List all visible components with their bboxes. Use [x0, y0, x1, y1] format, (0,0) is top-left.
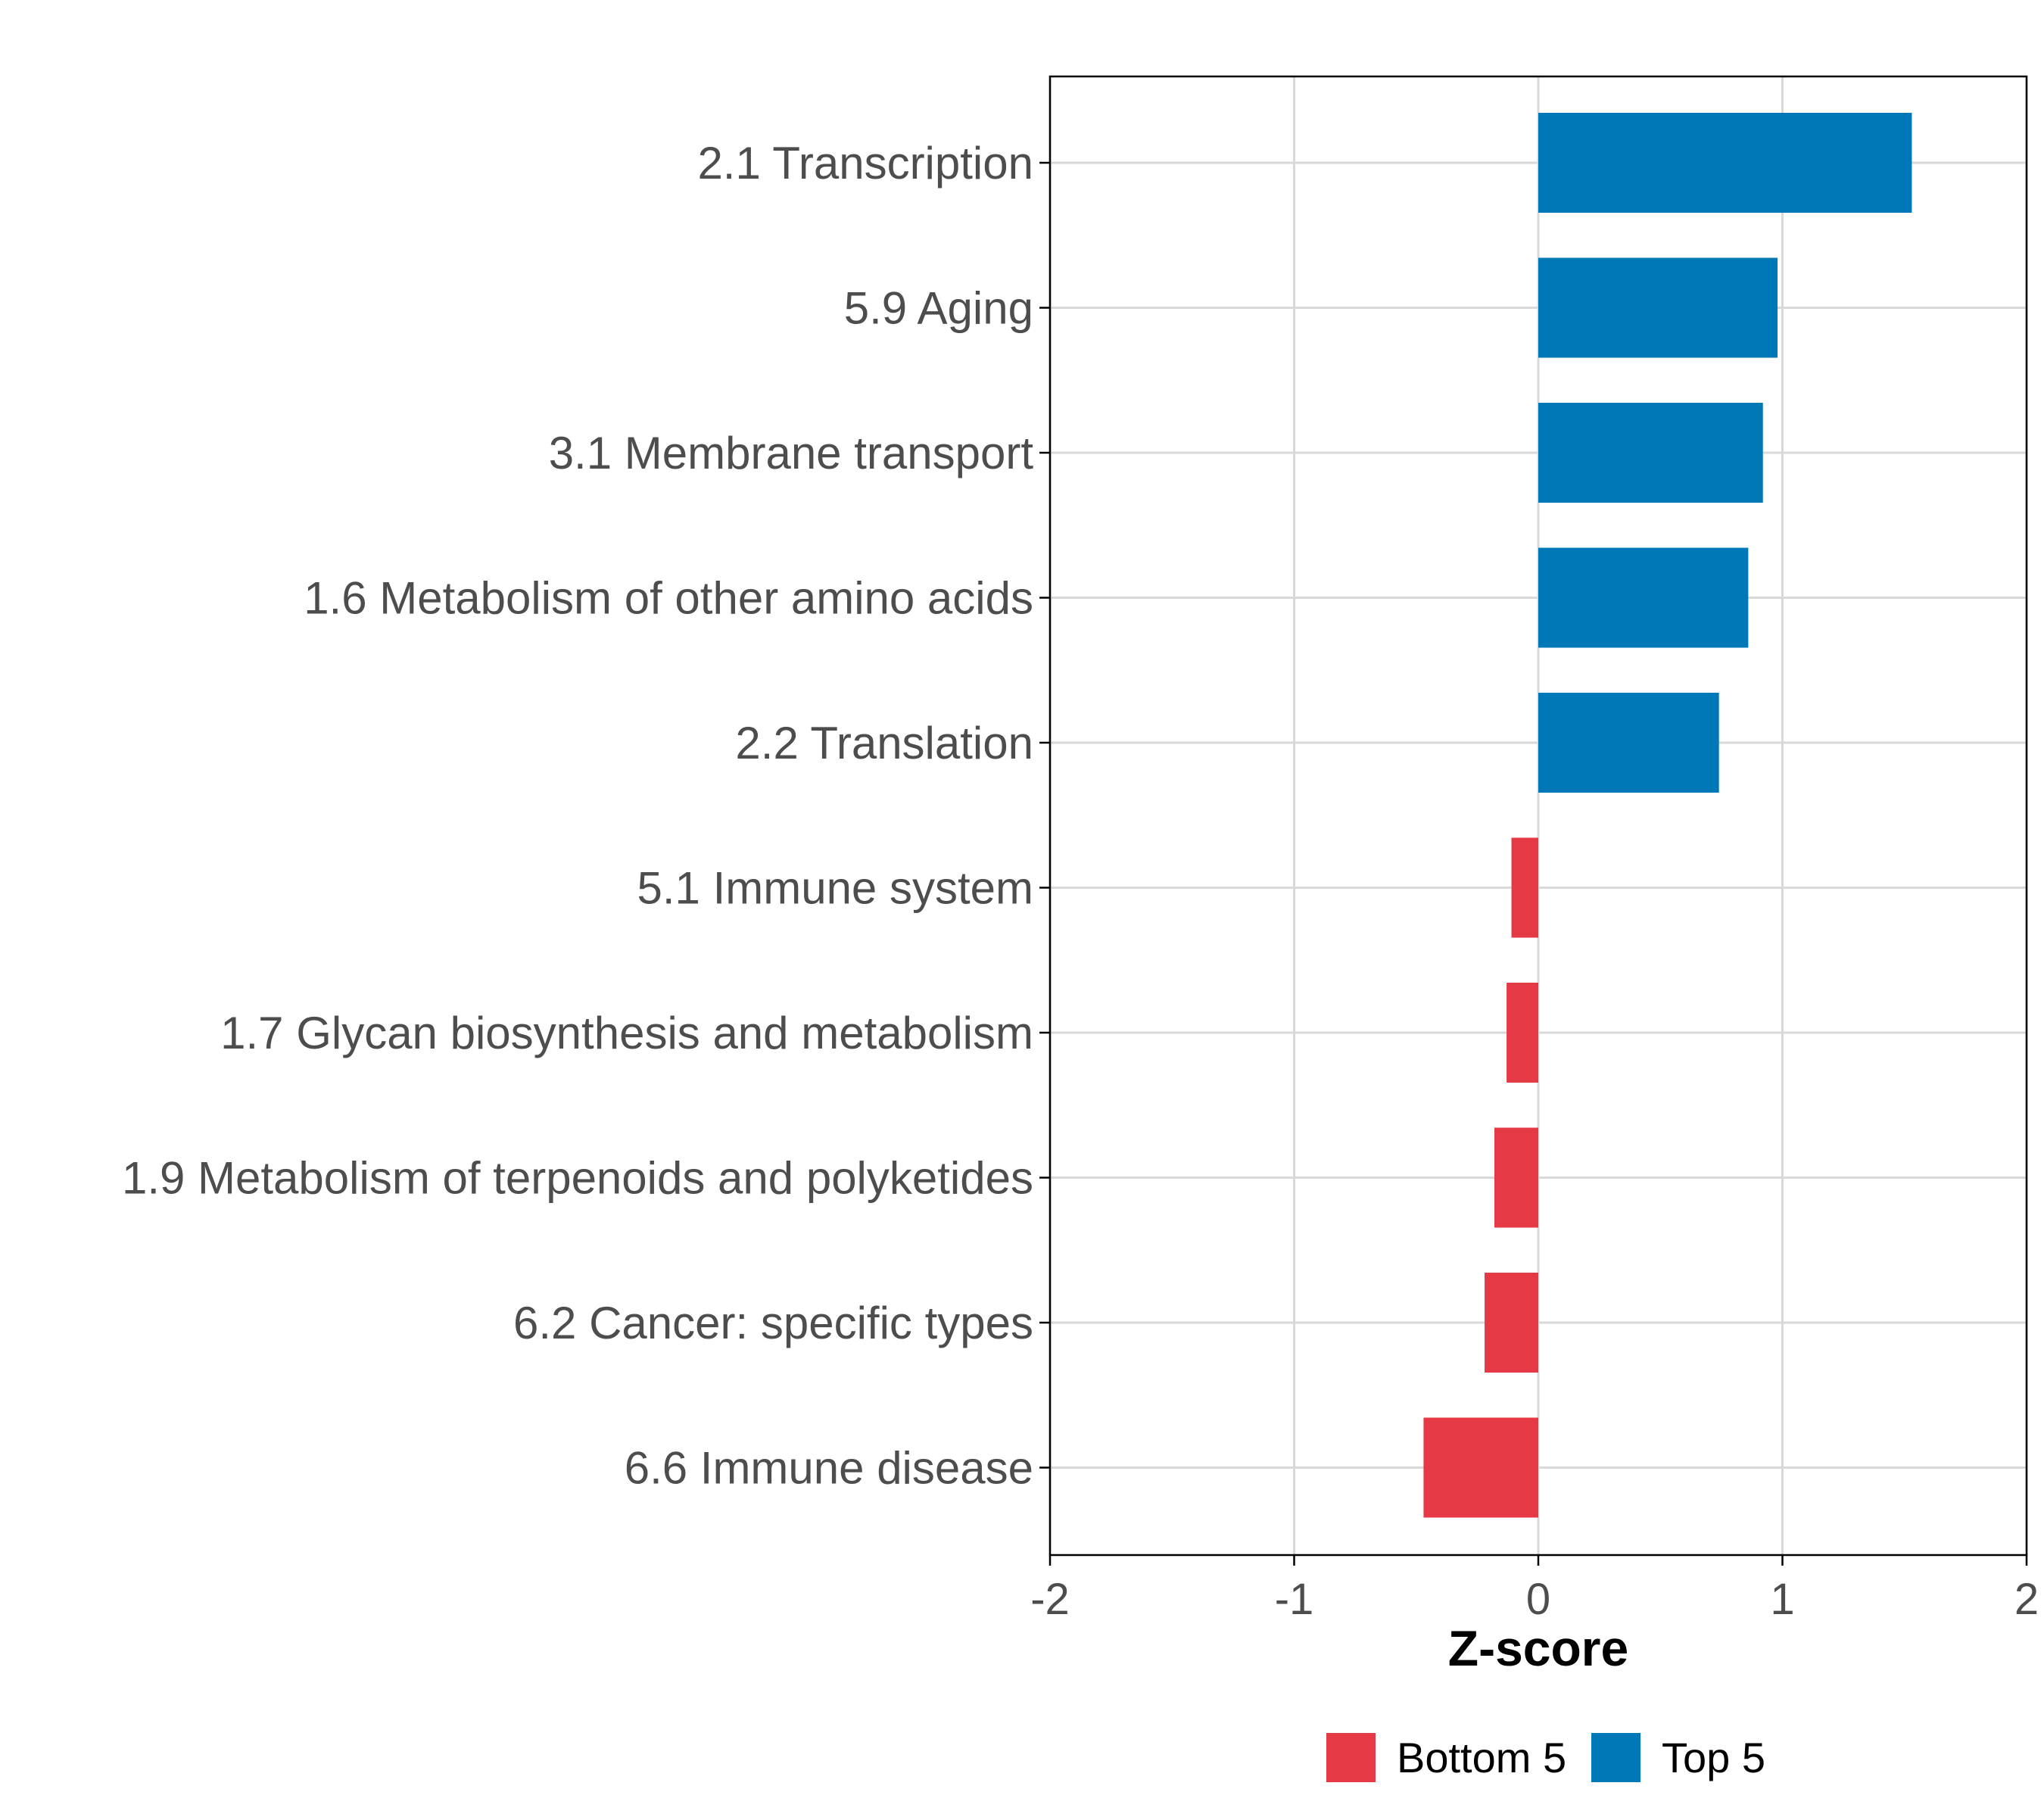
category-label-9: 6.2 Cancer: specific types: [513, 1298, 1033, 1348]
category-label-6: 5.1 Immune system: [637, 863, 1033, 914]
bars: [1423, 113, 1912, 1518]
bar-3: [1538, 403, 1763, 503]
bar-7: [1507, 983, 1538, 1083]
legend-swatch-bottom-5: [1326, 1733, 1376, 1782]
legend-swatch-top-5: [1591, 1733, 1640, 1782]
category-label-3: 3.1 Membrane transport: [549, 428, 1034, 478]
category-label-7: 1.7 Glycan biosynthesis and metabolism: [220, 1008, 1033, 1058]
x-axis-title: Z-score: [1448, 1620, 1628, 1676]
category-label-8: 1.9 Metabolism of terpenoids and polyket…: [122, 1153, 1033, 1204]
y-axis: 2.1 Transcription 5.9 Aging 3.1 Membrane t…: [122, 138, 1050, 1494]
legend: Bottom 5 Top 5: [1326, 1733, 1765, 1782]
bar-8: [1494, 1127, 1538, 1228]
category-label-4: 1.6 Metabolism of other amino acids: [304, 573, 1033, 624]
x-tick-label-2: 0: [1526, 1575, 1550, 1624]
bar-6: [1511, 837, 1538, 938]
bar-10: [1423, 1417, 1538, 1518]
legend-label-bottom-5: Bottom 5: [1397, 1734, 1566, 1781]
category-label-10: 6.6 Immune disease: [625, 1443, 1033, 1494]
bar-2: [1538, 257, 1778, 358]
x-axis: -2 -1 0 1 2: [1030, 1555, 2039, 1624]
category-label-1: 2.1 Transcription: [697, 138, 1033, 189]
category-label-5: 2.2 Translation: [735, 718, 1033, 768]
x-tick-label-3: 1: [1770, 1575, 1794, 1624]
x-tick-label-4: 2: [2014, 1575, 2039, 1624]
legend-label-top-5: Top 5: [1662, 1734, 1765, 1781]
bar-1: [1538, 113, 1912, 213]
x-tick-label-1: -1: [1275, 1575, 1314, 1624]
bar-4: [1538, 547, 1749, 648]
bar-5: [1538, 693, 1719, 793]
category-label-2: 5.9 Aging: [844, 283, 1033, 334]
bar-9: [1485, 1273, 1538, 1373]
x-tick-label-0: -2: [1030, 1575, 1070, 1624]
